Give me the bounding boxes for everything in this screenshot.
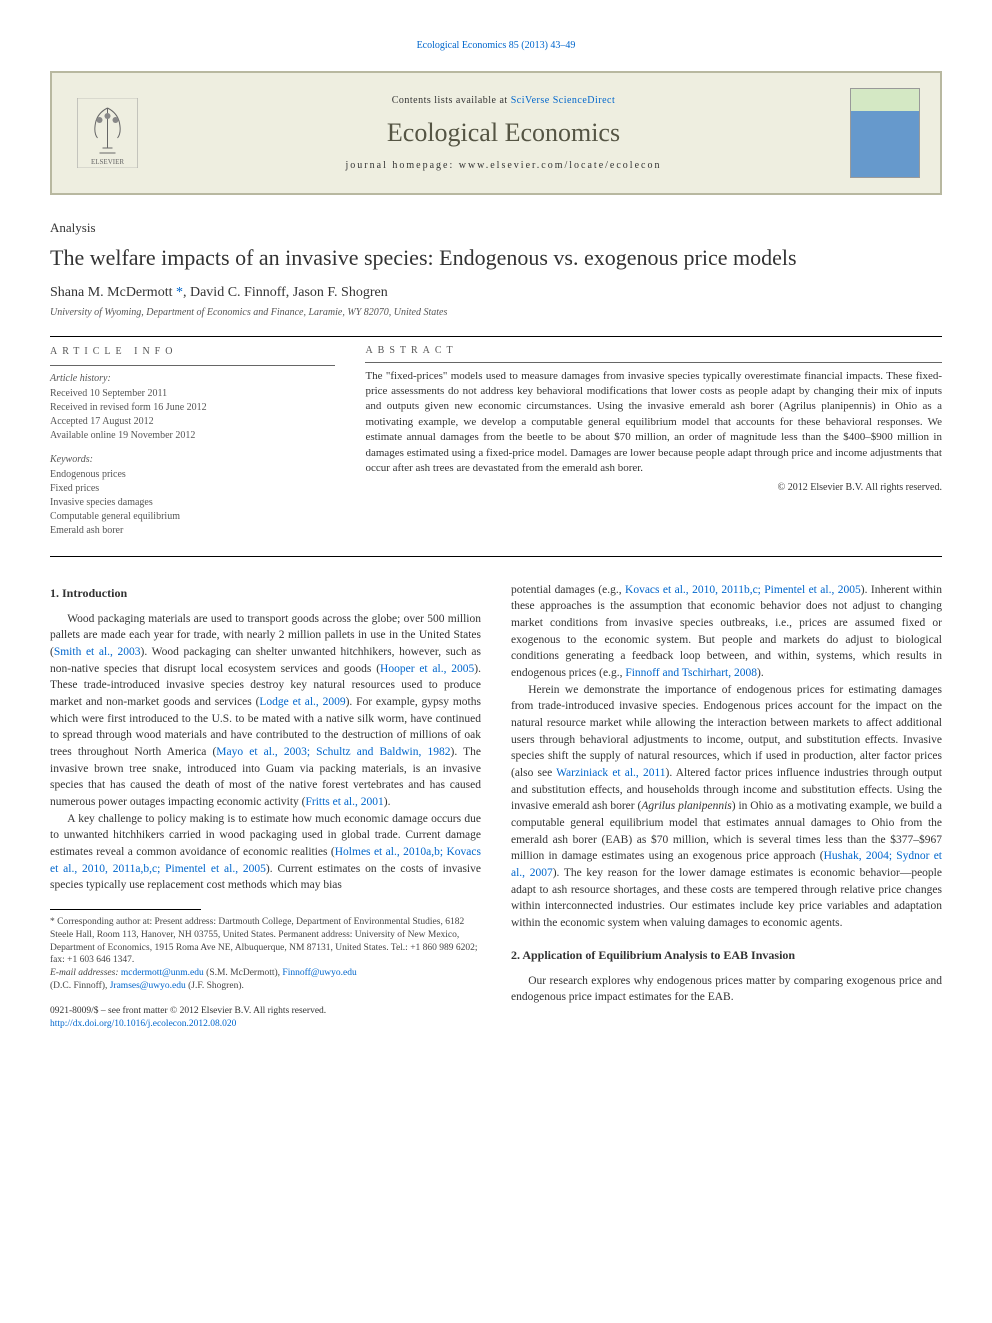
- authors-line: Shana M. McDermott *, David C. Finnoff, …: [50, 285, 942, 301]
- received-date: Received 10 September 2011: [50, 387, 335, 401]
- abstract-label: ABSTRACT: [365, 345, 942, 356]
- journal-center: Contents lists available at SciVerse Sci…: [157, 95, 850, 171]
- elsevier-logo: ELSEVIER: [72, 96, 142, 171]
- citation-link[interactable]: Ecological Economics 85 (2013) 43–49: [417, 40, 576, 51]
- article-info-label: ARTICLE INFO: [50, 345, 335, 359]
- email-link[interactable]: Jramses@uwyo.edu: [110, 981, 186, 991]
- abstract-column: ABSTRACT The "fixed-prices" models used …: [365, 345, 942, 538]
- text-run: Herein we demonstrate the importance of …: [511, 684, 942, 779]
- article-title: The welfare impacts of an invasive speci…: [50, 244, 942, 273]
- article-info-column: ARTICLE INFO Article history: Received 1…: [50, 345, 335, 538]
- revised-date: Received in revised form 16 June 2012: [50, 401, 335, 415]
- text-run: ).: [384, 796, 391, 808]
- contents-line: Contents lists available at SciVerse Sci…: [157, 95, 850, 106]
- section-1-heading: 1. Introduction: [50, 586, 481, 601]
- corresponding-footnote: * Corresponding author at: Present addre…: [50, 916, 481, 967]
- keyword: Invasive species damages: [50, 496, 335, 510]
- tree-logo-icon: ELSEVIER: [75, 98, 140, 168]
- article-type: Analysis: [50, 220, 942, 236]
- body-text-right: potential damages (e.g., Kovacs et al., …: [511, 582, 942, 932]
- divider-top: [50, 336, 942, 337]
- copyright-line: © 2012 Elsevier B.V. All rights reserved…: [365, 482, 942, 493]
- text-run: (S.M. McDermott),: [204, 968, 283, 978]
- text-run: potential damages (e.g.,: [511, 584, 625, 596]
- corresponding-star[interactable]: *: [176, 285, 183, 300]
- abstract-text: The "fixed-prices" models used to measur…: [365, 369, 942, 477]
- issn-line: 0921-8009/$ – see front matter © 2012 El…: [50, 1005, 481, 1018]
- running-header: Ecological Economics 85 (2013) 43–49: [50, 40, 942, 51]
- citation-link[interactable]: Fritts et al., 2001: [305, 796, 383, 808]
- right-column: potential damages (e.g., Kovacs et al., …: [511, 582, 942, 1031]
- sec2-text: Our research explores why endogenous pri…: [511, 973, 942, 1006]
- affiliation: University of Wyoming, Department of Eco…: [50, 307, 942, 318]
- email-link[interactable]: mcdermott@unm.edu: [121, 968, 204, 978]
- email-label: E-mail addresses:: [50, 968, 121, 978]
- citation-link[interactable]: Lodge et al., 2009: [259, 696, 345, 708]
- keyword: Computable general equilibrium: [50, 510, 335, 524]
- keyword: Endogenous prices: [50, 468, 335, 482]
- footnote-divider: [50, 909, 201, 910]
- left-column: 1. Introduction Wood packaging materials…: [50, 582, 481, 1031]
- divider-bottom-meta: [50, 556, 942, 557]
- text-run: ). Inherent within these approaches is t…: [511, 584, 942, 679]
- online-date: Available online 19 November 2012: [50, 429, 335, 443]
- accepted-date: Accepted 17 August 2012: [50, 415, 335, 429]
- journal-cover-thumbnail: [850, 88, 920, 178]
- text-run: (J.F. Shogren).: [186, 981, 244, 991]
- body-text-left: Wood packaging materials are used to tra…: [50, 611, 481, 894]
- author-1: Shana M. McDermott: [50, 285, 172, 300]
- keyword: Emerald ash borer: [50, 524, 335, 538]
- citation-link[interactable]: Finnoff and Tschirhart, 2008: [625, 667, 757, 679]
- citation-link[interactable]: Warziniack et al., 2011: [556, 767, 665, 779]
- footer-block: 0921-8009/$ – see front matter © 2012 El…: [50, 1005, 481, 1031]
- authors-rest: , David C. Finnoff, Jason F. Shogren: [183, 285, 388, 300]
- abstract-divider: [365, 362, 942, 363]
- section-2-heading: 2. Application of Equilibrium Analysis t…: [511, 948, 942, 963]
- footnotes: * Corresponding author at: Present addre…: [50, 916, 481, 993]
- keyword: Fixed prices: [50, 482, 335, 496]
- citation-link[interactable]: Smith et al., 2003: [54, 646, 141, 658]
- citation-link[interactable]: Hooper et al., 2005: [380, 663, 474, 675]
- sciencedirect-link[interactable]: SciVerse ScienceDirect: [511, 95, 616, 106]
- doi-link[interactable]: http://dx.doi.org/10.1016/j.ecolecon.201…: [50, 1019, 236, 1029]
- history-label: Article history:: [50, 372, 335, 386]
- species-name: Agrilus planipennis: [641, 800, 731, 812]
- info-divider: [50, 365, 335, 366]
- email-footnote: E-mail addresses: mcdermott@unm.edu (S.M…: [50, 967, 481, 993]
- text-run: ). The key reason for the lower damage e…: [511, 867, 942, 929]
- meta-columns: ARTICLE INFO Article history: Received 1…: [50, 345, 942, 538]
- svg-text:ELSEVIER: ELSEVIER: [90, 158, 123, 166]
- text-run: Our research explores why endogenous pri…: [511, 973, 942, 1006]
- body-columns: 1. Introduction Wood packaging materials…: [50, 582, 942, 1031]
- text-run: ).: [757, 667, 764, 679]
- journal-header-box: ELSEVIER Contents lists available at Sci…: [50, 71, 942, 195]
- citation-link[interactable]: Mayo et al., 2003; Schultz and Baldwin, …: [216, 746, 450, 758]
- text-run: (D.C. Finnoff),: [50, 981, 110, 991]
- journal-title: Ecological Economics: [157, 118, 850, 148]
- journal-homepage: journal homepage: www.elsevier.com/locat…: [157, 160, 850, 171]
- citation-link[interactable]: Kovacs et al., 2010, 2011b,c; Pimentel e…: [625, 584, 861, 596]
- email-link[interactable]: Finnoff@uwyo.edu: [282, 968, 356, 978]
- keywords-label: Keywords:: [50, 453, 335, 467]
- contents-prefix: Contents lists available at: [392, 95, 511, 106]
